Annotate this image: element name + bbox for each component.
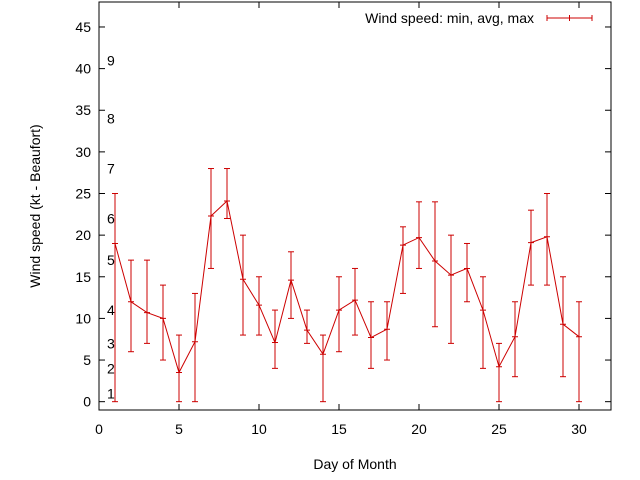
avg-point [176, 369, 182, 376]
avg-point [304, 327, 310, 334]
x-tick-label: 5 [175, 421, 183, 437]
beaufort-label: 6 [107, 210, 115, 226]
avg-point [192, 338, 198, 345]
x-tick-label: 30 [571, 421, 587, 437]
avg-point [128, 298, 134, 305]
beaufort-label: 4 [107, 302, 115, 318]
avg-point [288, 277, 294, 284]
avg-point [112, 240, 118, 247]
y-tick-label: 25 [75, 186, 91, 202]
x-tick-label: 10 [251, 421, 267, 437]
beaufort-label: 7 [107, 161, 115, 177]
beaufort-label: 8 [107, 111, 115, 127]
error-bars [112, 168, 582, 403]
beaufort-label: 2 [107, 360, 115, 376]
x-tick-label: 25 [491, 421, 507, 437]
avg-point [336, 307, 342, 314]
avg-point [208, 212, 214, 219]
y-axis-title: Wind speed (kt - Beaufort) [27, 124, 43, 287]
x-tick-label: 15 [331, 421, 347, 437]
beaufort-labels: 1 2 3 4 5 6 7 8 9 [107, 52, 115, 401]
beaufort-label: 3 [107, 335, 115, 351]
avg-wind-line [114, 200, 580, 374]
avg-points [112, 198, 582, 376]
y-tick-label: 5 [83, 352, 91, 368]
x-tick-label: 20 [411, 421, 427, 437]
avg-point [512, 333, 518, 340]
beaufort-label: 9 [107, 52, 115, 68]
avg-point [576, 333, 582, 340]
y-tick-label: 20 [75, 227, 91, 243]
avg-point [528, 239, 534, 246]
avg-point [496, 363, 502, 370]
legend-label: Wind speed: min, avg, max [365, 10, 534, 26]
y-tick-label: 10 [75, 310, 91, 326]
avg-point [144, 309, 150, 316]
y-tick-label: 45 [75, 19, 91, 35]
avg-point [160, 315, 166, 322]
y-tick-label: 0 [83, 394, 91, 410]
avg-point [368, 334, 374, 341]
avg-point [272, 339, 278, 346]
y-tick-label: 15 [75, 269, 91, 285]
avg-point [320, 351, 326, 358]
avg-point [240, 276, 246, 283]
beaufort-label: 1 [107, 385, 115, 401]
legend: Wind speed: min, avg, max [365, 10, 593, 26]
x-axis-title: Day of Month [313, 456, 396, 472]
avg-point [256, 302, 262, 309]
avg-point [400, 242, 406, 249]
y-tick-label: 35 [75, 102, 91, 118]
avg-point [480, 307, 486, 314]
x-tick-label: 0 [95, 421, 103, 437]
beaufort-label: 5 [107, 252, 115, 268]
plot-frame [98, 1, 612, 411]
avg-point [464, 265, 470, 272]
avg-point [224, 198, 230, 205]
x-axis-ticks: 0 5 10 15 20 25 30 [95, 2, 587, 437]
avg-point [560, 321, 566, 328]
avg-point [384, 326, 390, 333]
y-tick-label: 40 [75, 61, 91, 77]
avg-point [432, 257, 438, 264]
y-tick-label: 30 [75, 144, 91, 160]
avg-point [448, 272, 454, 279]
avg-point [416, 234, 422, 241]
avg-point [352, 297, 358, 304]
avg-point [544, 233, 550, 240]
